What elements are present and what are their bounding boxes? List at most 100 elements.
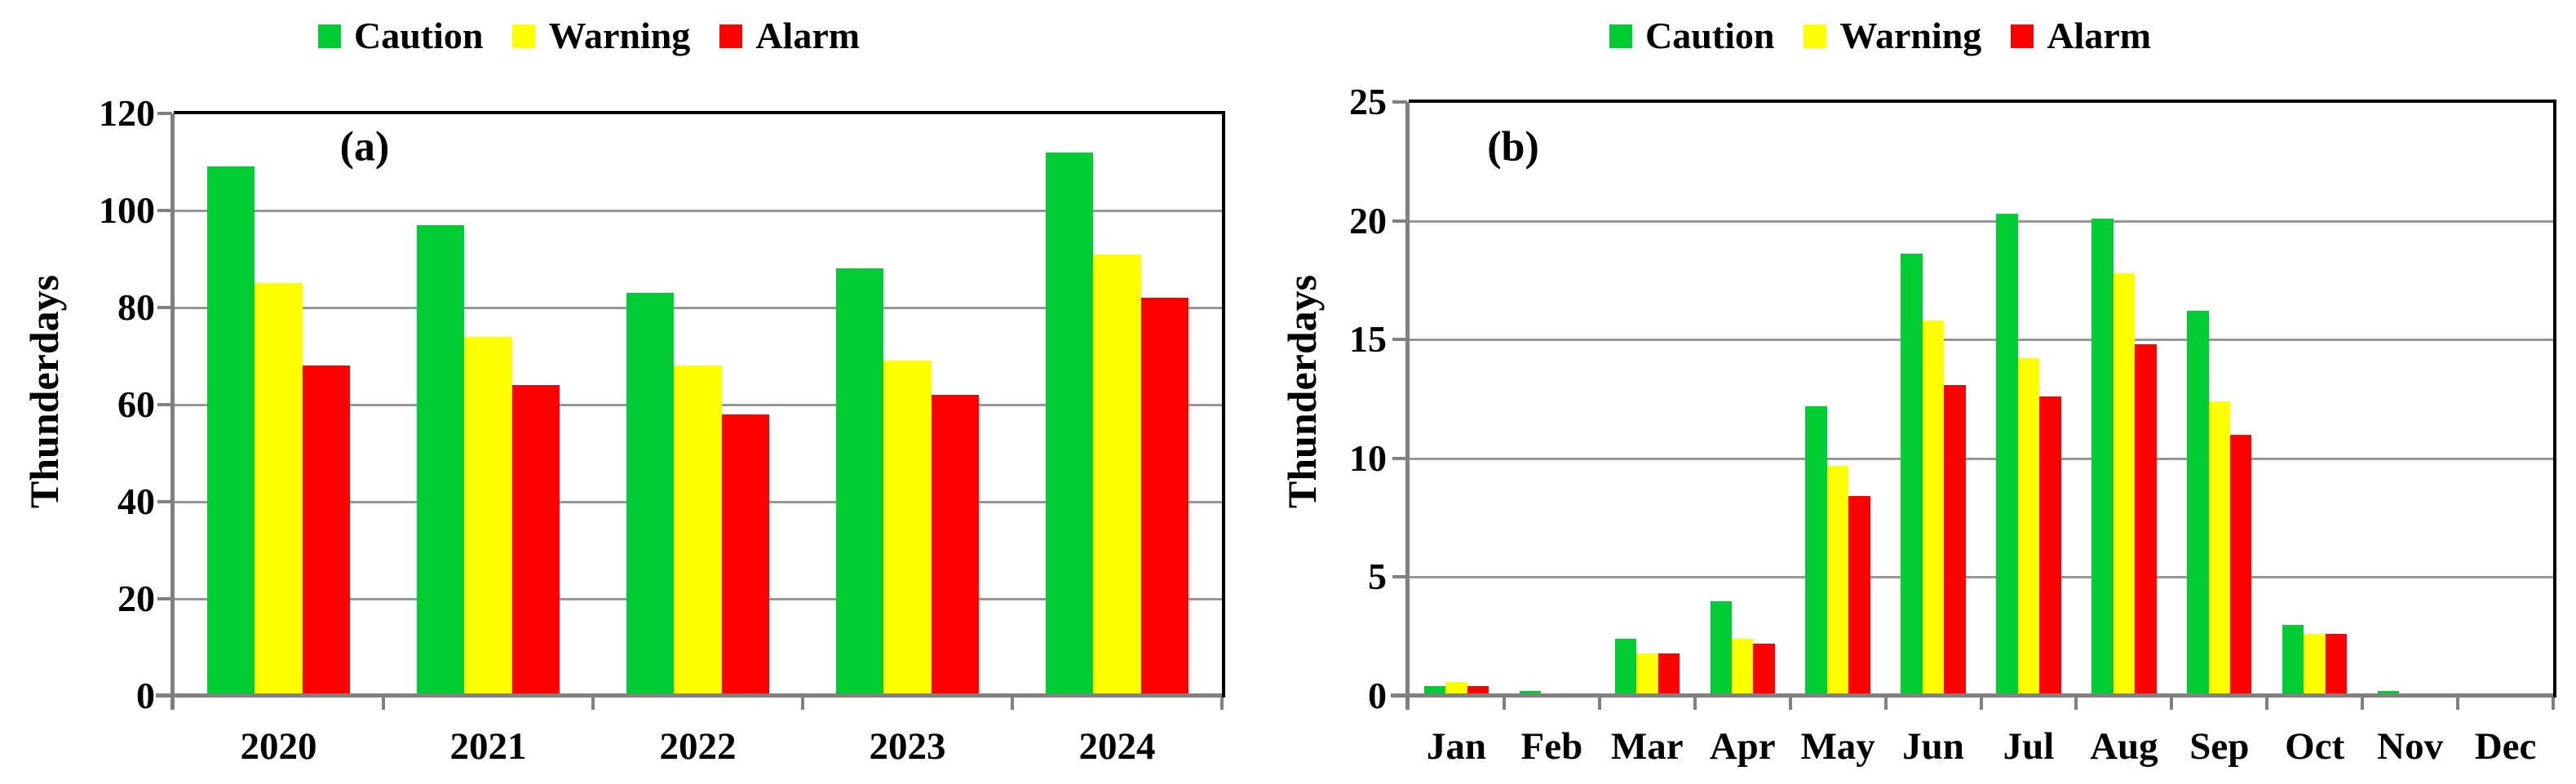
legend-label-warning: Warning (1839, 15, 1982, 56)
bar-alarm-2023 (931, 395, 979, 696)
x-axis-tick (591, 696, 595, 710)
bar-caution-Jul (1996, 214, 2018, 696)
bar-warning-2021 (464, 337, 512, 696)
gridline-15 (1409, 339, 2553, 342)
bar-warning-Jun (1922, 321, 1945, 696)
x-tick-label-2020: 2020 (240, 725, 317, 768)
bar-alarm-Mar (1658, 653, 1680, 696)
plot-top-border (174, 111, 1225, 114)
y-tick-label-0: 0 (1368, 675, 1387, 716)
x-tick-label-Jan: Jan (1426, 725, 1487, 768)
bar-alarm-May (1848, 496, 1870, 696)
bar-alarm-Apr (1753, 644, 1775, 696)
bar-caution-Mar (1614, 639, 1637, 696)
y-tick-label-5: 5 (1368, 556, 1387, 598)
y-tick-label-20: 20 (1349, 199, 1387, 241)
plot-right-border (2553, 100, 2556, 698)
bar-caution-May (1805, 406, 1827, 696)
gridline-5 (1409, 576, 2553, 579)
bar-alarm-Sep (2230, 435, 2252, 696)
x-axis-tick (2552, 696, 2555, 710)
bar-caution-2023 (836, 268, 884, 696)
x-tick-label-Mar: Mar (1610, 725, 1684, 768)
x-axis-tick (1979, 696, 1983, 710)
x-axis-tick (2361, 696, 2365, 710)
legend-label-caution: Caution (1645, 15, 1775, 56)
x-tick-label-Sep: Sep (2189, 725, 2250, 768)
gridline-10 (1409, 457, 2553, 460)
bar-alarm-Jul (2039, 396, 2061, 696)
bar-caution-2022 (626, 293, 675, 696)
x-tick-label-2023: 2023 (869, 725, 946, 768)
bar-caution-Apr (1710, 601, 1732, 696)
y-tick-label-0: 0 (136, 675, 155, 716)
x-tick-label-Oct: Oct (2285, 725, 2345, 768)
x-tick-label-2024: 2024 (1078, 725, 1156, 768)
bar-alarm-Jun (1944, 385, 1966, 696)
y-axis-tick (157, 112, 172, 115)
panel-label-b: (b) (1487, 123, 1539, 171)
y-tick-label-60: 60 (117, 383, 155, 425)
gridline-100 (174, 210, 1222, 212)
legend-item-caution: Caution (1609, 13, 1774, 59)
warning-swatch-icon (512, 24, 536, 48)
panel-label-a: (a) (339, 123, 390, 171)
x-axis-tick (2074, 696, 2078, 710)
plot-right-border (1222, 111, 1225, 698)
x-tick-label-Apr: Apr (1709, 725, 1776, 768)
x-axis-tick (1693, 696, 1697, 710)
bar-caution-2021 (417, 225, 465, 696)
bar-alarm-2020 (302, 365, 350, 696)
y-tick-label-120: 120 (99, 92, 155, 134)
plot-area-annual: 0 20 40 60 80 100 120 2020 2021 2022 2023 2024 (99, 92, 1225, 768)
legend-item-alarm: Alarm (719, 13, 860, 59)
bar-warning-2023 (883, 361, 932, 696)
y-axis-tick (157, 500, 172, 503)
legend: Caution Warning Alarm (1609, 13, 2151, 59)
bar-alarm-Oct (2325, 634, 2348, 696)
caution-swatch-icon (318, 24, 341, 48)
bar-caution-2024 (1046, 153, 1094, 696)
legend-item-warning: Warning (1804, 13, 1981, 59)
bar-warning-2020 (255, 283, 303, 696)
y-axis-tick (1392, 338, 1407, 342)
y-axis-tick (157, 403, 172, 406)
legend-label-alarm: Alarm (755, 15, 861, 56)
bar-warning-Jan (1445, 682, 1467, 696)
x-axis-tick (382, 696, 385, 710)
x-axis-tick (1502, 696, 1506, 710)
plot-area-monthly: 0 5 10 15 20 25 Jan Feb Mar Apr May Jun Jul Aug Sep Oct… (1349, 81, 2556, 768)
bar-warning-Oct (2304, 634, 2326, 696)
y-tick-label-80: 80 (117, 286, 155, 328)
bar-caution-Jun (1901, 254, 1923, 696)
y-tick-label-40: 40 (117, 481, 155, 522)
x-tick-label-Nov: Nov (2377, 725, 2444, 768)
y-axis-tick (157, 597, 172, 600)
x-axis-tick (1788, 696, 1792, 710)
y-axis-tick (1392, 456, 1407, 460)
x-axis-tick (1220, 696, 1224, 710)
bar-warning-Mar (1636, 653, 1658, 696)
bar-warning-May (1826, 466, 1849, 696)
y-tick-label-20: 20 (117, 578, 155, 619)
x-tick-label-2022: 2022 (659, 725, 737, 768)
alarm-swatch-icon (2011, 24, 2034, 48)
legend: Caution Warning Alarm (318, 13, 860, 59)
y-axis-line (170, 113, 175, 710)
x-axis-line (156, 693, 1225, 698)
legend-item-alarm: Alarm (2011, 13, 2151, 59)
x-axis-tick (801, 696, 804, 710)
x-axis-tick (1597, 696, 1601, 710)
y-axis-tick (157, 306, 172, 309)
bar-warning-2022 (674, 365, 722, 696)
bar-alarm-2022 (721, 414, 769, 696)
bar-warning-Jul (2017, 358, 2040, 696)
legend-item-caution: Caution (318, 13, 483, 59)
x-tick-label-Jul: Jul (2003, 725, 2055, 768)
bar-warning-Aug (2113, 273, 2136, 696)
legend-label-caution: Caution (354, 15, 484, 56)
x-axis-tick (2265, 696, 2269, 710)
y-tick-label-25: 25 (1349, 81, 1387, 122)
bar-caution-Oct (2282, 625, 2304, 696)
